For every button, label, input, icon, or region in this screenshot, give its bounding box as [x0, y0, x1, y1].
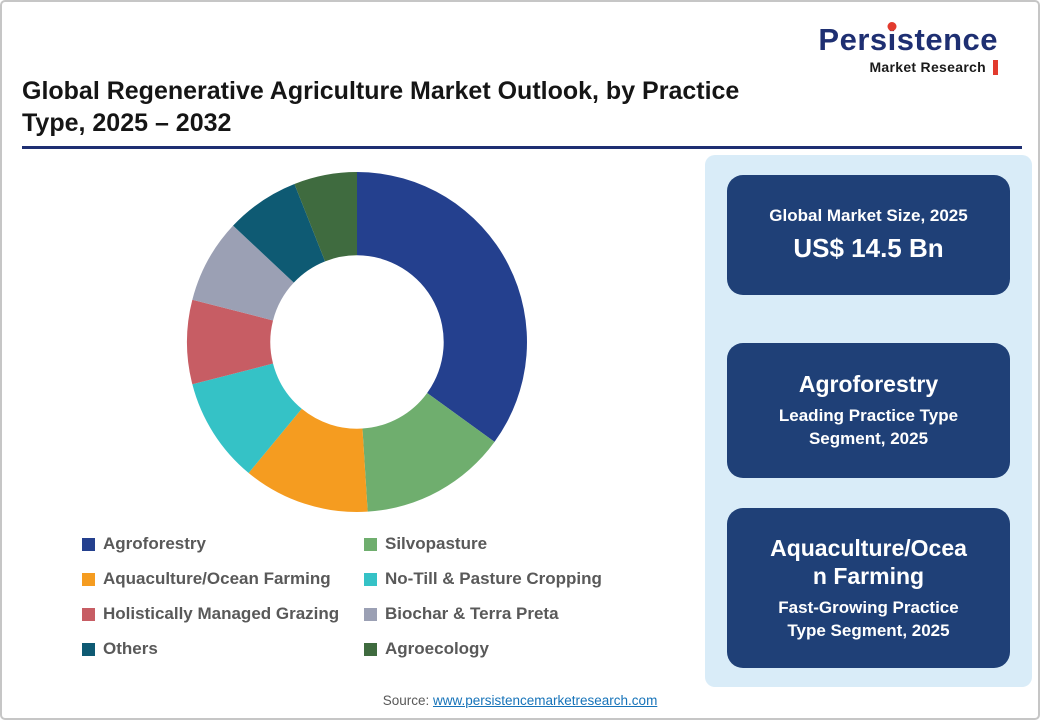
- legend-swatch-icon: [82, 642, 95, 656]
- legend-item: Holistically Managed Grazing: [82, 604, 364, 624]
- logo-brand: Persistence: [818, 24, 998, 55]
- legend-item: Aquaculture/Ocean Farming: [82, 569, 364, 589]
- logo-brand-pre: Pers: [818, 22, 888, 57]
- donut-segment-7: [294, 172, 357, 262]
- legend-swatch-icon: [364, 572, 377, 586]
- legend-item: Silvopasture: [364, 534, 602, 554]
- page-title: Global Regenerative Agriculture Market O…: [22, 77, 740, 137]
- fast-growing-segment-card: Aquaculture/Ocean Farming Fast-Growing P…: [727, 508, 1010, 668]
- legend-label: Biochar & Terra Preta: [385, 604, 559, 623]
- legend-label: Others: [103, 639, 158, 658]
- legend-item: Agroecology: [364, 639, 602, 659]
- legend-swatch-icon: [364, 607, 377, 621]
- market-size-value: US$ 14.5 Bn: [793, 233, 944, 263]
- market-size-label: Global Market Size, 2025: [769, 206, 968, 225]
- donut-segment-4: [186, 299, 274, 385]
- leading-segment-card: Agroforestry Leading Practice Type Segme…: [727, 343, 1010, 478]
- donut-segment-1: [362, 392, 495, 512]
- legend-label: Agroforestry: [103, 534, 206, 553]
- legend-swatch-icon: [82, 572, 95, 586]
- legend-swatch-icon: [364, 642, 377, 656]
- legend-swatch-icon: [82, 537, 95, 551]
- source-label: Source:: [382, 693, 430, 708]
- fast-growing-segment-subtitle: Fast-Growing Practice Type Segment, 2025: [778, 597, 959, 640]
- logo: Persistence Market Research: [818, 24, 998, 75]
- legend-item: No-Till & Pasture Cropping: [364, 569, 602, 589]
- legend-swatch-icon: [364, 537, 377, 551]
- legend-item: Others: [82, 639, 364, 659]
- legend-item: Agroforestry: [82, 534, 364, 554]
- legend-item: Biochar & Terra Preta: [364, 604, 602, 624]
- source-line: Source: www.persistencemarketresearch.co…: [2, 693, 1038, 708]
- leading-segment-subtitle: Leading Practice Type Segment, 2025: [778, 406, 959, 449]
- legend-label: Aquaculture/Ocean Farming: [103, 569, 331, 588]
- logo-tagline-row: Market Research: [818, 59, 998, 75]
- donut-segment-3: [192, 363, 302, 473]
- legend-label: Agroecology: [385, 639, 489, 658]
- logo-i-red-dot: i: [887, 22, 897, 57]
- highlights-panel: Global Market Size, 2025 US$ 14.5 Bn Agr…: [705, 155, 1032, 687]
- fast-growing-segment-title: Aquaculture/Ocean Farming: [770, 534, 967, 589]
- leading-segment-title: Agroforestry: [798, 371, 939, 398]
- donut-segment-0: [357, 172, 527, 442]
- legend-swatch-icon: [82, 607, 95, 621]
- logo-brand-post: stence: [896, 22, 998, 57]
- legend-label: Silvopasture: [385, 534, 488, 553]
- logo-red-bar-icon: [993, 59, 998, 75]
- donut-segment-5: [192, 225, 294, 321]
- donut-segment-6: [233, 183, 326, 283]
- market-size-card: Global Market Size, 2025 US$ 14.5 Bn: [727, 175, 1010, 295]
- legend-label: Holistically Managed Grazing: [103, 604, 340, 623]
- chart-legend: Agroforestry Silvopasture Aquaculture/Ocea…: [82, 534, 602, 659]
- logo-tagline: Market Research: [869, 59, 986, 75]
- source-link[interactable]: www.persistencemarketresearch.com: [432, 693, 658, 708]
- donut-chart: [186, 172, 527, 512]
- legend-label: No-Till & Pasture Cropping: [385, 569, 602, 588]
- donut-segment-2: [248, 408, 368, 512]
- title-divider: [22, 146, 1022, 149]
